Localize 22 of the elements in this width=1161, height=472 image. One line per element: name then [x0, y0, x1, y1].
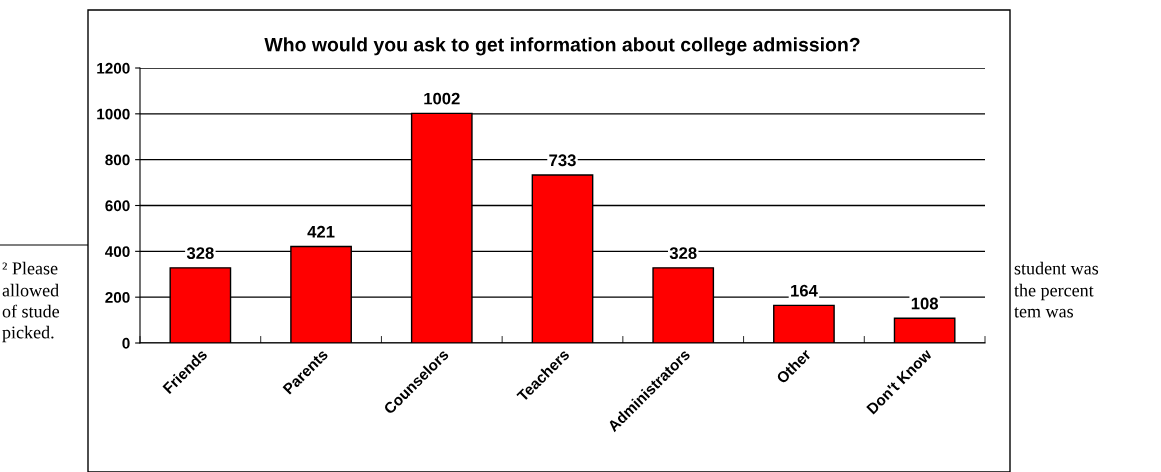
- y-tick-label: 1200: [97, 62, 130, 74]
- text: ² Please: [2, 261, 58, 275]
- data-label: 421: [307, 225, 335, 238]
- data-label: 1002: [424, 92, 460, 105]
- data-label: 164: [791, 284, 818, 297]
- text: picked.: [2, 325, 54, 343]
- y-tick-label: 0: [122, 337, 130, 349]
- text: student was: [1014, 261, 1099, 275]
- data-label: 328: [669, 247, 697, 260]
- text: of stude: [2, 304, 60, 318]
- y-tick-label: 600: [105, 200, 130, 212]
- y-tick-label: 400: [105, 246, 130, 258]
- data-label: 108: [911, 297, 939, 310]
- text: tem was: [1014, 307, 1074, 318]
- text: the percent: [1014, 283, 1094, 301]
- y-tick-label: 200: [105, 292, 130, 303]
- y-tick-label: 1000: [97, 108, 130, 120]
- data-label: 328: [186, 247, 214, 260]
- data-label: 733: [549, 154, 576, 167]
- y-tick-label: 800: [105, 154, 130, 166]
- chart-title: Who would you ask to get information about college admission?: [264, 37, 860, 56]
- text: allowed: [2, 283, 59, 297]
